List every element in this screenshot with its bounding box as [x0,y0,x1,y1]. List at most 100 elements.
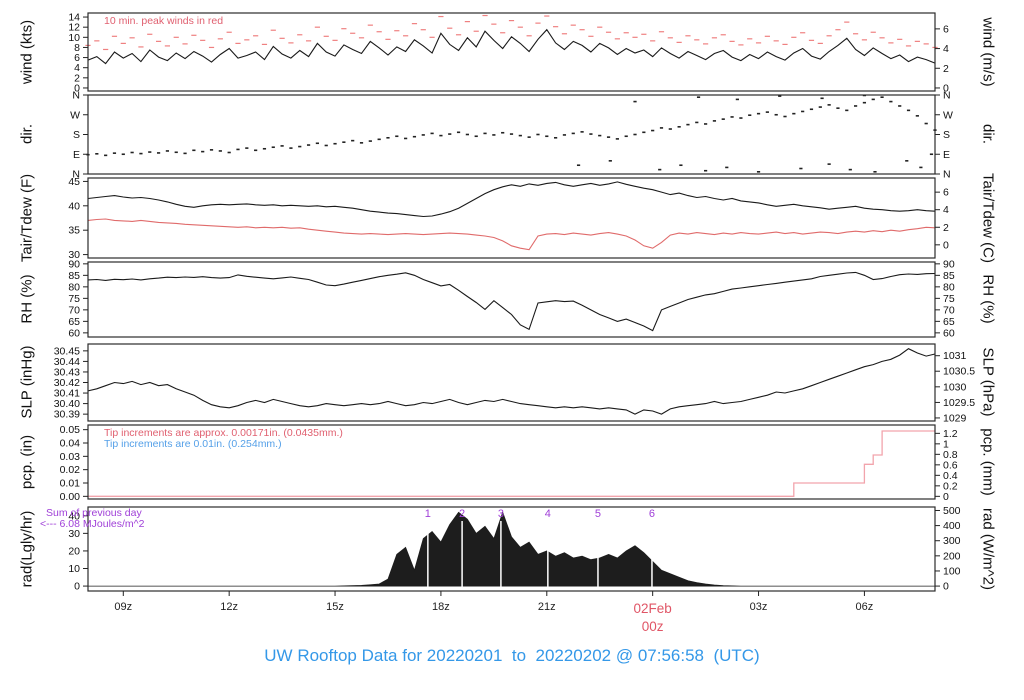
slp-left-tick-label: 30.44 [54,356,80,368]
rh-left-tick-label: 90 [68,258,80,270]
rh_pct-line [87,271,936,332]
wind_direction_deg-point [712,120,717,122]
pcp-right-tick-label: 1 [943,438,949,450]
wind_direction_deg-point [580,131,584,133]
wind_direction_deg-point [862,101,867,104]
wind_direction_deg-point [271,146,275,149]
slp-left-tick-label: 30.43 [54,366,80,378]
x-axis-label: 18z [432,601,450,613]
temp-right-tick-label: 4 [943,204,949,216]
wind-left-tick-label: 4 [74,62,80,74]
pcp-left-tick-label: 0.01 [60,478,81,490]
wind_direction_deg-point [448,133,452,135]
rad-milestone-label: 4 [545,508,551,520]
slp-right-tick-label: 1030.5 [943,366,975,378]
wind_direction_deg-point [554,136,558,139]
wind-right-tick-label: 6 [943,23,949,35]
wind_direction_deg-point [695,121,699,124]
wind-right-tick-label: 0 [943,82,949,94]
wind-left-tick-label: 10 [68,32,80,44]
pcp-left-axis-title: pcp. (in) [18,434,36,490]
pcp-left-tick-label: 0.00 [60,491,81,503]
dir-right-tick-label: N [943,90,951,102]
rad-right-axis-title: rad (W/m^2) [979,507,997,591]
wind_direction_deg-point [156,152,161,154]
rh-right-tick-label: 80 [943,281,955,293]
x-axis-label: 06z [856,601,874,613]
dir-left-tick-label: S [73,129,80,141]
slp-panel-frame [87,343,936,422]
rad-milestone-label: 6 [649,508,655,520]
wind_direction_deg-point [633,100,637,103]
wind_direction_deg-point [848,168,852,171]
x-axis-label: 15z [326,601,344,613]
wind_direction_deg-point [827,163,831,165]
wind_direction_deg-point [774,113,778,116]
wind_direction_deg-point [280,145,284,147]
wind_direction_deg-point [289,147,293,149]
wind_direction_deg-point [696,96,701,98]
rh-panel-frame [87,261,936,338]
pcp-right-tick-label: 0.8 [943,449,958,461]
x-axis-label-date: 02Feb [634,601,672,616]
pcp-left-tick-label: 0.03 [60,451,81,463]
wind_direction_deg-point [873,171,877,173]
wind_direction_deg-point [880,96,884,98]
dir-right-tick-label: E [943,149,950,161]
rad-right-tick-label: 500 [943,505,961,517]
pcp-left-tick-label: 0.05 [60,424,81,436]
pcp-right-tick-label: 0.4 [943,470,958,482]
wind_direction_deg-point [739,117,743,119]
wind_direction_deg-point [756,171,761,173]
wind_direction_deg-point [748,114,752,116]
x-axis-label: 21z [538,601,556,613]
wind_direction_deg-point [606,136,611,138]
wind_direction_deg-point [333,142,337,145]
rad-panel-frame [87,506,936,592]
rad-left-tick-label: 10 [68,563,80,575]
wind_direction_deg-point [668,128,672,130]
wind_direction_deg-point [306,144,311,146]
temp-left-tick-label: 30 [68,249,80,261]
temp-left-tick-label: 40 [68,200,80,212]
wind_direction_deg-point [174,151,178,154]
wind_direction_deg-point [165,150,170,152]
wind_direction_deg-point [474,135,478,138]
dir-right-axis-title: dir. [979,123,997,145]
wind_direction_deg-point [430,132,434,135]
slp-left-tick-label: 30.41 [54,388,80,400]
temp-left-tick-label: 45 [68,176,80,188]
rad-left-tick-label: 0 [74,581,80,593]
wind_direction_deg-point [827,104,831,106]
dir-left-tick-label: N [72,90,80,102]
wind_direction_deg-point [677,126,681,128]
wind_direction_deg-point [527,136,531,138]
wind_direction_deg-point [95,153,99,155]
wind_direction_deg-point [536,133,540,136]
wind_direction_deg-point [509,133,514,135]
rad-milestone-label: 5 [595,508,601,520]
x-axis-label: 09z [114,601,132,613]
pcp-right-tick-label: 0 [943,491,949,503]
wind_direction_deg-point [624,135,628,138]
dir-left-tick-label: E [73,149,80,161]
temp-right-axis-title: Tair/Tdew (C) [979,172,997,264]
wind_direction_deg-point [905,160,909,162]
wind_direction_deg-point [183,152,187,155]
rad-milestone-label: 3 [498,508,504,520]
wind_direction_deg-point [298,145,302,148]
wind_direction_deg-point [659,127,664,129]
wind_direction_deg-point [765,111,769,113]
pcp-left-tick-label: 0.02 [60,464,81,476]
rad-left-axis-title: rad(Lgly/hr) [18,510,36,588]
x-axis-label: 12z [220,601,238,613]
wind_direction_deg-point [704,123,708,125]
dir-right-tick-label: W [943,109,953,121]
slp-right-tick-label: 1029.5 [943,397,975,409]
temp-left-tick-label: 35 [68,225,80,237]
rad-right-tick-label: 0 [943,581,949,593]
wind_direction_deg-point [386,136,390,139]
wind_direction_deg-point [121,153,125,156]
wind_direction_deg-point [809,108,814,111]
